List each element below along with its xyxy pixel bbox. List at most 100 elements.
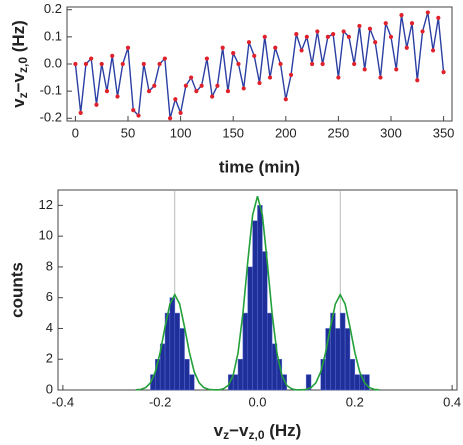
data-point [78, 110, 83, 115]
data-point [399, 13, 404, 18]
data-point [204, 56, 210, 61]
data-point [236, 61, 241, 67]
data-point [73, 61, 78, 67]
data-point [115, 94, 120, 99]
x-tick-label: 300 [380, 125, 402, 140]
histogram-bar [344, 328, 351, 391]
histogram-bar [252, 220, 258, 391]
data-point [336, 75, 341, 80]
x-tick-label: 0.0 [248, 394, 266, 409]
x-tick-label: 0.4 [443, 394, 461, 409]
axis-label-part: −v [9, 72, 28, 92]
data-point [394, 67, 399, 72]
histogram-bar [174, 312, 180, 391]
histogram-bar [189, 374, 195, 391]
axis-label-part: (Hz) [265, 421, 302, 440]
y-tick-label: 2 [46, 351, 53, 366]
data-point [225, 89, 231, 94]
data-point [136, 113, 141, 118]
series-line [74, 12, 445, 119]
data-point [309, 61, 315, 67]
histogram-bar [281, 374, 287, 391]
y-tick-label: 0.0 [44, 55, 62, 70]
data-point [441, 70, 446, 75]
y-tick-label: 0 [46, 381, 53, 396]
data-point [352, 61, 357, 67]
data-point [125, 45, 131, 50]
y-tick-label: 0.1 [44, 28, 62, 43]
data-point [131, 108, 136, 113]
data-point [215, 83, 220, 88]
data-point [94, 102, 99, 107]
histogram-bar [305, 374, 312, 391]
y-tick-label: -0.1 [40, 83, 62, 98]
histogram-bar [242, 312, 249, 391]
data-point [383, 21, 388, 26]
histogram-bar [179, 328, 185, 391]
data-point [283, 97, 288, 102]
data-point [320, 61, 325, 67]
x-tick-label: 100 [170, 125, 192, 140]
data-point [315, 29, 320, 34]
x-tick-label: 350 [433, 125, 455, 140]
histogram-bar [169, 297, 176, 391]
histogram-bar [349, 358, 356, 391]
data-point [278, 61, 283, 67]
data-point [104, 89, 110, 94]
data-point [167, 116, 173, 121]
axis-label-part: v [9, 98, 28, 108]
data-point [267, 75, 273, 80]
y-tick-label: 0.2 [44, 1, 62, 16]
histogram-bar [257, 205, 263, 391]
axis-label-part: z,0 [249, 428, 265, 442]
data-point [409, 21, 415, 26]
histogram-bar [232, 374, 239, 391]
histogram-bar [354, 374, 360, 391]
y-tick-label: 8 [46, 258, 53, 273]
data-point [357, 23, 362, 29]
data-point [162, 56, 167, 61]
x-tick-label: 0.2 [346, 394, 364, 409]
histogram-bar [339, 312, 346, 391]
data-point [388, 34, 394, 39]
x-tick-label: 200 [275, 125, 297, 140]
axis-label-part: z,0 [16, 57, 30, 73]
data-point [199, 83, 204, 88]
axis-label-part: −v [229, 421, 249, 440]
data-point [210, 94, 215, 99]
data-point [425, 10, 430, 15]
x-tick-label: 0 [72, 125, 79, 140]
x-tick-label: 50 [121, 125, 135, 140]
data-point [183, 83, 188, 88]
x-axis-label: time (min) [219, 157, 300, 176]
data-point [262, 34, 267, 39]
axis-label: vz−vz,0 (Hz) [214, 421, 302, 442]
data-point [120, 61, 125, 67]
data-point [110, 53, 115, 58]
data-point [194, 89, 199, 94]
data-point [273, 45, 278, 50]
x-tick-label: -0.2 [149, 394, 171, 409]
data-point [231, 51, 236, 56]
data-point [83, 61, 89, 67]
x-tick-label: -0.4 [52, 394, 74, 409]
data-point [288, 72, 294, 77]
histogram-bar [335, 328, 341, 391]
data-point [420, 29, 425, 34]
data-point [141, 61, 146, 67]
axis-label-part: z [223, 428, 229, 442]
data-point [294, 32, 299, 37]
histogram-bar [184, 358, 190, 391]
data-point [173, 97, 178, 102]
data-point [304, 34, 309, 39]
x-tick-label: 250 [328, 125, 350, 140]
data-point [241, 86, 246, 91]
data-point [178, 110, 183, 115]
data-point [367, 26, 373, 31]
data-point [362, 67, 367, 72]
data-point [220, 45, 225, 50]
data-point [157, 61, 162, 67]
data-point [325, 34, 330, 39]
x-tick-label: 150 [222, 125, 244, 140]
